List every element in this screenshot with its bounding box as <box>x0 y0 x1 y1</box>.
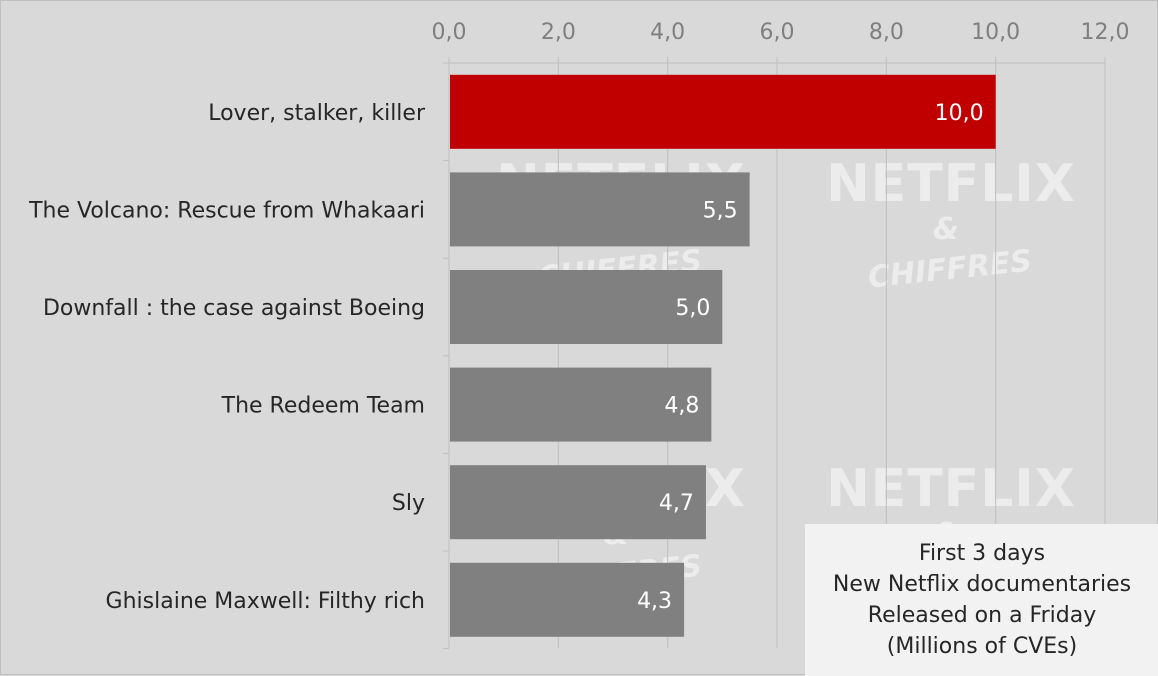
category-label: Downfall : the case against Boeing <box>43 296 425 321</box>
watermark: NETFLIX&CHIFFRES <box>826 154 1076 296</box>
x-tick-label: 0,0 <box>432 20 467 45</box>
x-tick-label: 2,0 <box>541 20 576 45</box>
annotation-line-1: First 3 days <box>918 541 1046 566</box>
category-label: The Volcano: Rescue from Whakaari <box>28 198 425 223</box>
svg-text:NETFLIX: NETFLIX <box>826 459 1076 519</box>
bar-value-label: 5,5 <box>703 198 738 223</box>
x-tick-label: 6,0 <box>760 20 795 45</box>
bar-value-label: 4,7 <box>659 491 694 516</box>
bar-value-label: 4,3 <box>637 589 672 614</box>
annotation-line-3: Released on a Friday <box>867 603 1097 628</box>
category-label: Lover, stalker, killer <box>208 101 426 126</box>
bar <box>450 74 996 149</box>
x-tick-label: 10,0 <box>971 20 1020 45</box>
bar-value-label: 4,8 <box>664 394 699 419</box>
bar <box>450 270 723 344</box>
category-label: Ghislaine Maxwell: Filthy rich <box>106 589 425 614</box>
svg-text:&: & <box>933 212 959 247</box>
x-tick-label: 8,0 <box>869 20 904 45</box>
annotation-line-4: (Millions of CVEs) <box>886 634 1078 659</box>
category-label: Sly <box>392 491 425 516</box>
category-label: The Redeem Team <box>221 394 425 419</box>
annotation-line-2: New Netflix documentaries <box>832 572 1132 597</box>
x-tick-label: 4,0 <box>650 20 685 45</box>
svg-text:CHIFFRES: CHIFFRES <box>866 244 1033 296</box>
bar <box>450 562 685 637</box>
bar <box>450 172 750 247</box>
svg-text:NETFLIX: NETFLIX <box>826 154 1076 214</box>
bar <box>450 465 706 540</box>
bar-value-label: 5,0 <box>675 296 710 321</box>
bar-value-label: 10,0 <box>935 101 984 126</box>
x-tick-label: 12,0 <box>1081 20 1130 45</box>
bar <box>450 367 712 442</box>
chart-annotation-box: First 3 days New Netflix documentaries R… <box>805 524 1158 676</box>
